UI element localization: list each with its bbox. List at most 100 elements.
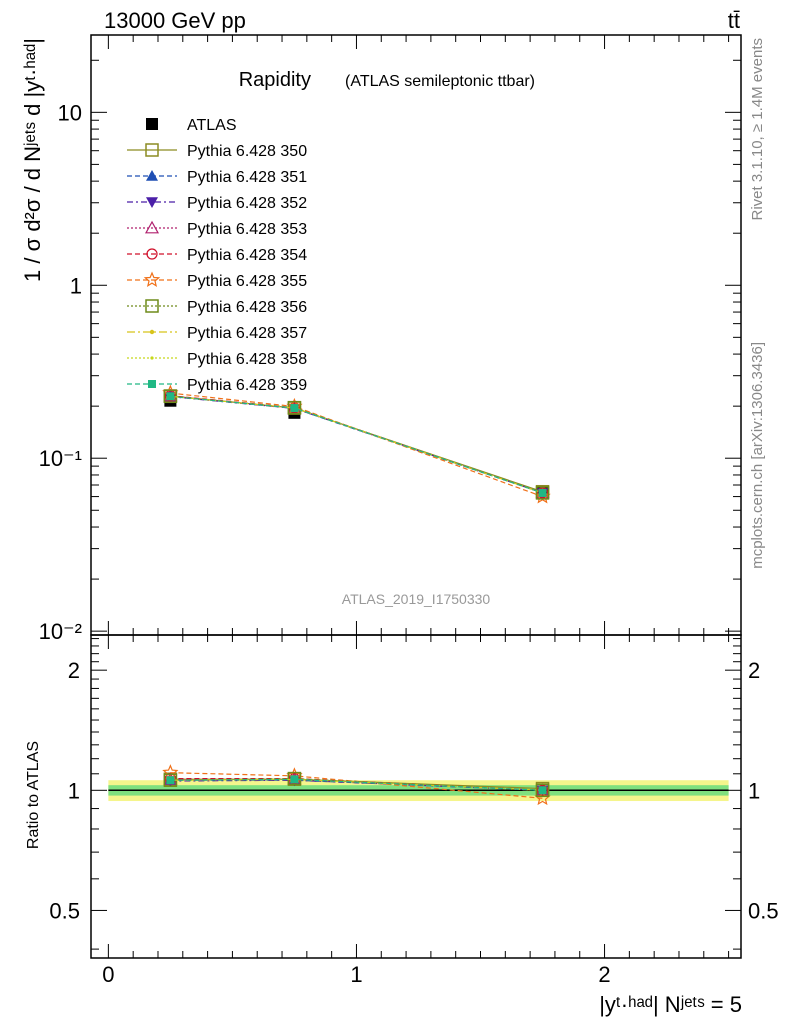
ratio-point <box>166 776 175 785</box>
legend-marker <box>146 118 158 130</box>
legend-marker <box>146 248 158 260</box>
ratio-series-359 <box>166 775 547 795</box>
series-351 <box>164 390 549 498</box>
legend-entry: Pythia 6.428 352 <box>127 195 307 212</box>
legend-marker <box>146 170 158 181</box>
mcplots-label: mcplots.cern.ch [arXiv:1306.3436] <box>749 342 766 569</box>
series-line <box>170 392 543 498</box>
legend: ATLAS Pythia 6.428 350 Pythia 6.428 351 Pyt… <box>127 117 307 394</box>
ratio-tick-labels: 0.5 0.5 1 1 2 2 0 1 2 <box>49 658 778 987</box>
legend-entry: ATLAS <box>146 117 237 134</box>
series-355 <box>162 384 551 504</box>
y-tick-label: 10⁻¹ <box>39 446 82 471</box>
legend-entry: Pythia 6.428 351 <box>127 169 307 186</box>
ratio-point <box>290 775 299 784</box>
main-axis-ticks <box>91 35 741 635</box>
main-panel: Rapidity (ATLAS semileptonic ttbar) ATLA… <box>20 34 742 644</box>
legend-marker <box>150 356 154 360</box>
data-point <box>534 488 551 504</box>
ratio-frame <box>90 634 742 959</box>
legend-marker <box>145 143 159 157</box>
data-point <box>166 392 175 401</box>
ratio-y-label: Ratio to ATLAS <box>25 741 42 849</box>
series-line <box>170 395 543 494</box>
plot-title: Rapidity <box>239 69 311 91</box>
series-359 <box>166 392 547 497</box>
y-tick-label: 10 <box>58 100 82 125</box>
series-line <box>170 395 543 494</box>
legend-entry: Pythia 6.428 357 <box>127 325 307 342</box>
series-line <box>170 395 543 494</box>
x-tick-label: 1 <box>350 962 362 987</box>
ratio-bands <box>108 780 729 802</box>
legend-marker <box>149 329 155 335</box>
legend-marker <box>146 197 158 208</box>
series-357 <box>168 394 545 496</box>
legend-entry: Pythia 6.428 359 <box>127 377 307 394</box>
ratio-tick-label-right: 1 <box>748 778 760 803</box>
ratio-point <box>287 771 302 786</box>
plot-subtitle: (ATLAS semileptonic ttbar) <box>345 73 535 90</box>
header-left: 13000 GeV pp <box>104 8 246 33</box>
header-right: tt̄ <box>728 8 740 33</box>
series-354 <box>164 390 549 499</box>
legend-entry: Pythia 6.428 353 <box>127 220 307 238</box>
series-352 <box>164 391 549 499</box>
ratio-point <box>162 764 179 780</box>
ratio-axis-ticks <box>91 635 741 958</box>
analysis-label: ATLAS_2019_I1750330 <box>342 591 491 607</box>
legend-label: Pythia 6.428 354 <box>187 247 307 264</box>
legend-label: Pythia 6.428 352 <box>187 195 307 212</box>
x-tick-label: 2 <box>598 962 610 987</box>
legend-label: Pythia 6.428 353 <box>187 221 307 238</box>
y-tick-label: 1 <box>70 273 82 298</box>
main-tick-labels: 10⁻² 10⁻¹ 1 10 <box>39 100 82 644</box>
x-axis-label: |yᵗ·ʰᵃᵈ| Nʲᵉᵗˢ = 5 <box>599 992 742 1017</box>
ratio-tick-label-right: 0.5 <box>748 898 779 923</box>
ratio-series-layer <box>162 764 551 806</box>
series-line <box>170 395 543 494</box>
legend-label: Pythia 6.428 359 <box>187 377 307 394</box>
series-358 <box>168 394 545 495</box>
ratio-point <box>538 786 547 795</box>
legend-entry: Pythia 6.428 355 <box>127 271 307 290</box>
ratio-point <box>536 784 549 796</box>
legend-label: Pythia 6.428 358 <box>187 351 307 368</box>
legend-marker <box>144 220 160 234</box>
legend-label: Pythia 6.428 357 <box>187 325 307 342</box>
legend-marker <box>148 380 156 388</box>
legend-label: Pythia 6.428 355 <box>187 273 307 290</box>
ratio-tick-label-left: 2 <box>68 658 80 683</box>
series-line <box>170 396 543 494</box>
series-353 <box>163 388 550 499</box>
series-atlas <box>164 394 549 499</box>
rivet-label: Rivet 3.1.10, ≥ 1.4M events <box>749 38 766 221</box>
series-line <box>170 395 543 494</box>
data-point <box>536 487 549 499</box>
ratio-point <box>535 783 550 798</box>
legend-marker <box>145 299 159 313</box>
y-tick-label: 10⁻² <box>39 619 82 644</box>
legend-label: ATLAS <box>187 117 237 134</box>
legend-entry: Pythia 6.428 358 <box>127 351 307 368</box>
series-line <box>170 395 543 494</box>
x-tick-label: 0 <box>102 962 114 987</box>
legend-entry: Pythia 6.428 356 <box>127 299 307 316</box>
ratio-tick-label-left: 1 <box>68 778 80 803</box>
series-350 <box>163 389 550 499</box>
legend-marker <box>143 271 161 287</box>
ratio-panel: Ratio to ATLAS 0.5 0.5 1 1 2 2 0 1 2 |yᵗ·ʰᵃᵈ| Nʲ… <box>25 634 779 1017</box>
ratio-tick-label-right: 2 <box>748 658 760 683</box>
legend-label: Pythia 6.428 351 <box>187 169 307 186</box>
legend-entry: Pythia 6.428 354 <box>127 247 307 264</box>
ratio-tick-label-left: 0.5 <box>49 898 80 923</box>
data-point <box>538 488 547 497</box>
data-point <box>535 486 550 500</box>
main-series-layer <box>162 384 551 504</box>
series-356 <box>163 389 550 500</box>
series-line <box>170 395 543 494</box>
y-axis-label: 1 / σ d²σ / d Nʲᵉᵗˢ d |yᵗ·ʰᵃᵈ| <box>20 38 45 282</box>
legend-label: Pythia 6.428 350 <box>187 143 307 160</box>
series-line <box>170 395 543 493</box>
